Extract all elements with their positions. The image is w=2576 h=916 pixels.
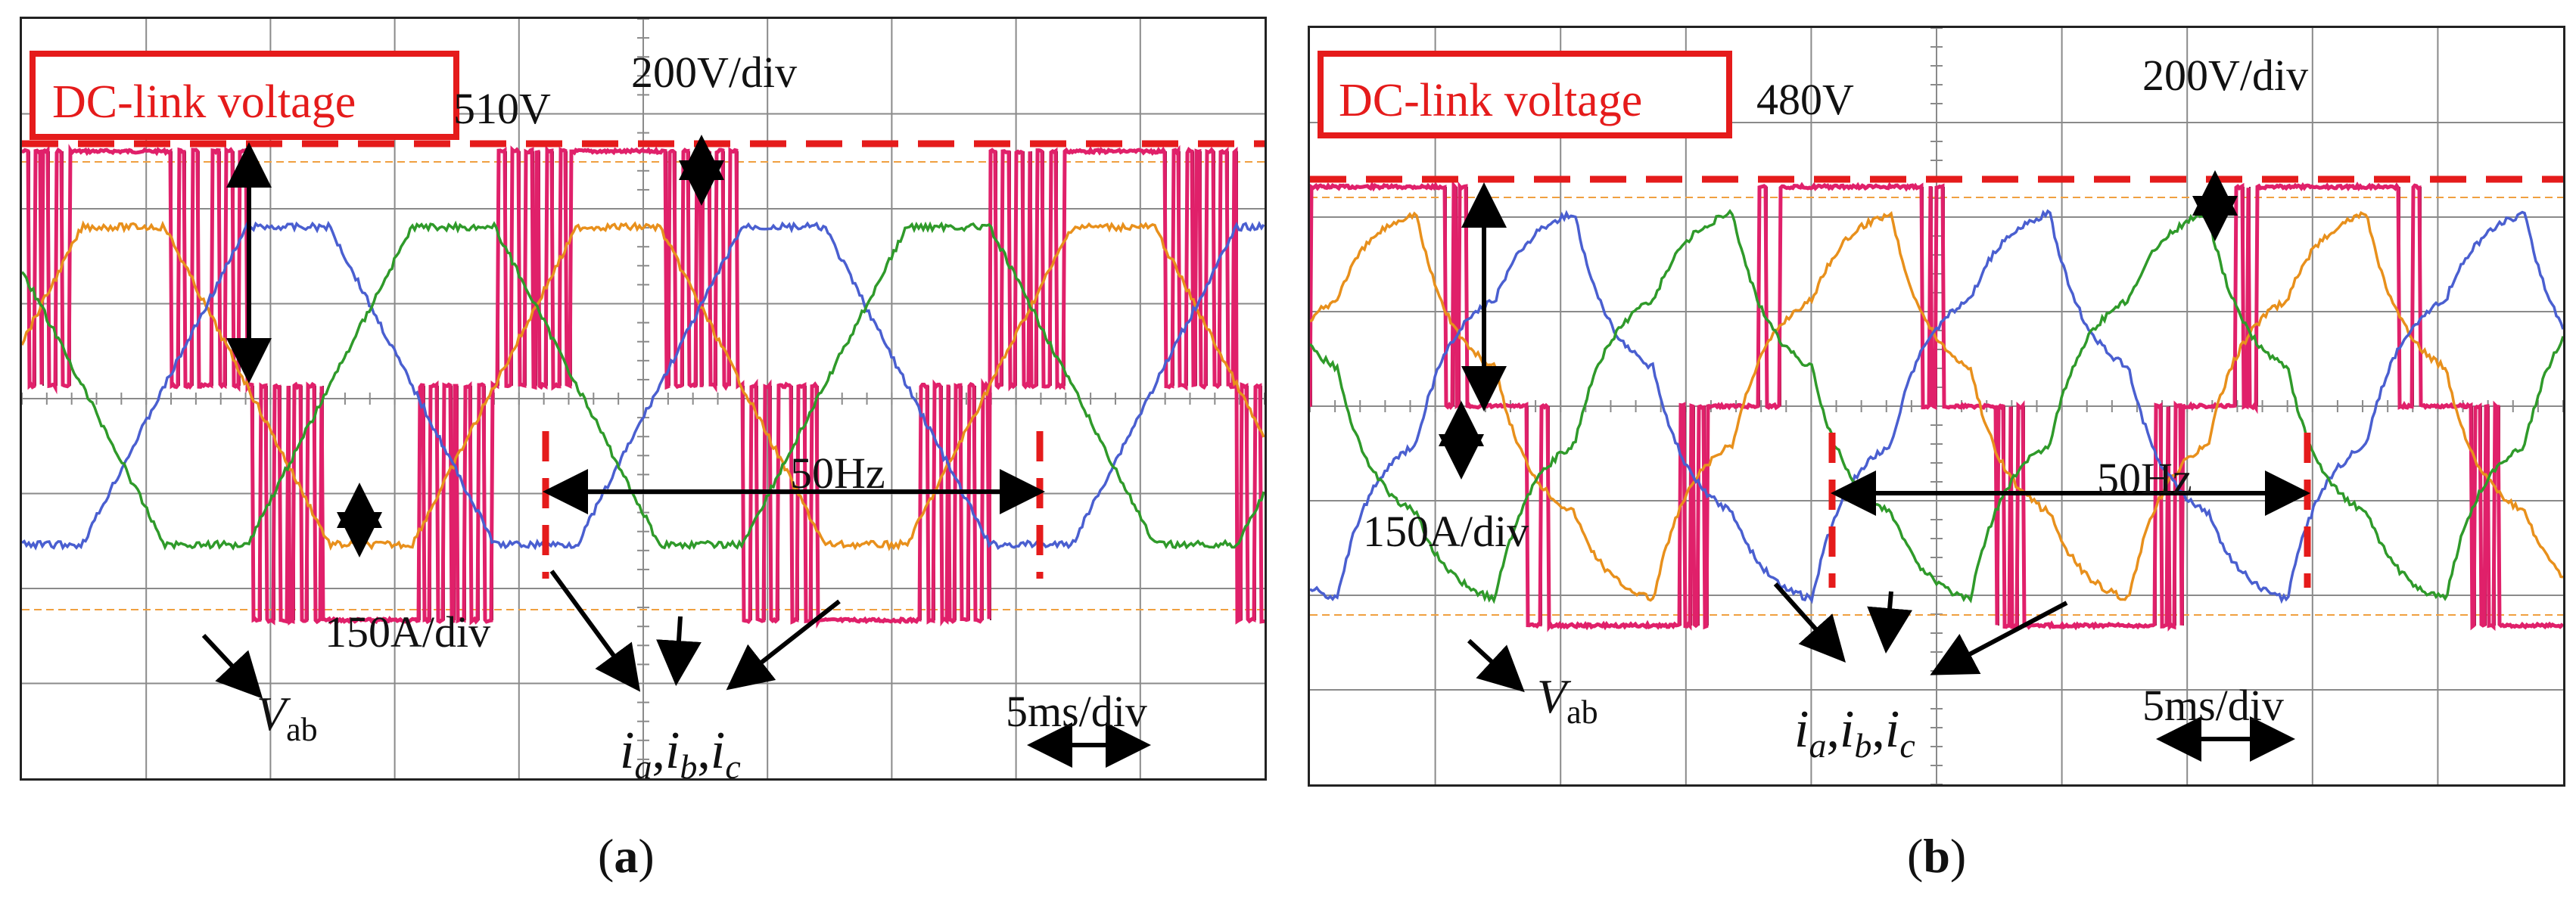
frequency-label: 50Hz (2097, 454, 2192, 503)
time-per-div-label: 5ms/div (2142, 681, 2284, 730)
frequency-label: 50Hz (790, 449, 885, 498)
current-trace-c (22, 220, 1265, 551)
vab-label: Vab (257, 687, 318, 748)
vab-pointer-arrow (1467, 638, 1525, 693)
volt-per-div-label: 200V/div (2142, 51, 2308, 100)
current-a-pointer (549, 570, 641, 692)
dc-link-value: 510V (453, 84, 551, 133)
annotations-b: DC-link voltage 480V 200V/div 50Hz 150A/div 5… (1310, 51, 2563, 765)
current-c-pointer (726, 599, 841, 691)
dc-link-value: 480V (1756, 75, 1854, 124)
current-trace-c (1310, 209, 2563, 604)
dc-link-label-box (30, 51, 459, 140)
current-a-pointer (1773, 582, 1846, 663)
oscilloscope-screen-a: DC-link voltage 510V 200V/div 50Hz 150A/div 5… (20, 17, 1267, 781)
annotations-a: DC-link voltage 510V 200V/div 50Hz 150A/div 5… (22, 48, 1265, 778)
vab-pointer-arrow (201, 633, 263, 699)
waveform-plot-b: DC-link voltage 480V 200V/div 50Hz 150A/div 5… (1310, 28, 2563, 784)
amp-per-div-label: 150A/div (325, 607, 490, 657)
waveforms-b (1310, 180, 2563, 632)
current-c-pointer (1930, 601, 2068, 675)
current-b-pointer (1867, 591, 1912, 654)
caption-a: (a) (598, 829, 655, 883)
time-per-div-label: 5ms/div (1006, 687, 1147, 736)
dc-link-label: DC-link voltage (1339, 75, 1642, 126)
volt-per-div-label: 200V/div (631, 48, 797, 97)
vab-trace (1310, 180, 2563, 632)
phase-currents-label: ia,ib,ic (1794, 700, 1915, 765)
amp-per-div-label: 150A/div (1363, 507, 1529, 556)
oscilloscope-screen-b: DC-link voltage 480V 200V/div 50Hz 150A/div 5… (1308, 26, 2565, 787)
dc-link-label-box (1318, 51, 1732, 138)
current-trace-a (1310, 211, 2563, 602)
vab-label: Vab (1537, 669, 1598, 731)
caption-b: (b) (1907, 829, 1967, 883)
waveform-plot-a: DC-link voltage 510V 200V/div 50Hz 150A/div 5… (22, 19, 1265, 778)
current-b-pointer (656, 616, 702, 686)
panel-a: DC-link voltage 510V 200V/div 50Hz 150A/div 5… (0, 0, 1286, 916)
dc-link-label: DC-link voltage (52, 76, 356, 128)
current-trace-b (1310, 209, 2563, 604)
phase-currents-label: ia,ib,ic (620, 722, 741, 778)
panel-b: DC-link voltage 480V 200V/div 50Hz 150A/div 5… (1286, 0, 2576, 916)
